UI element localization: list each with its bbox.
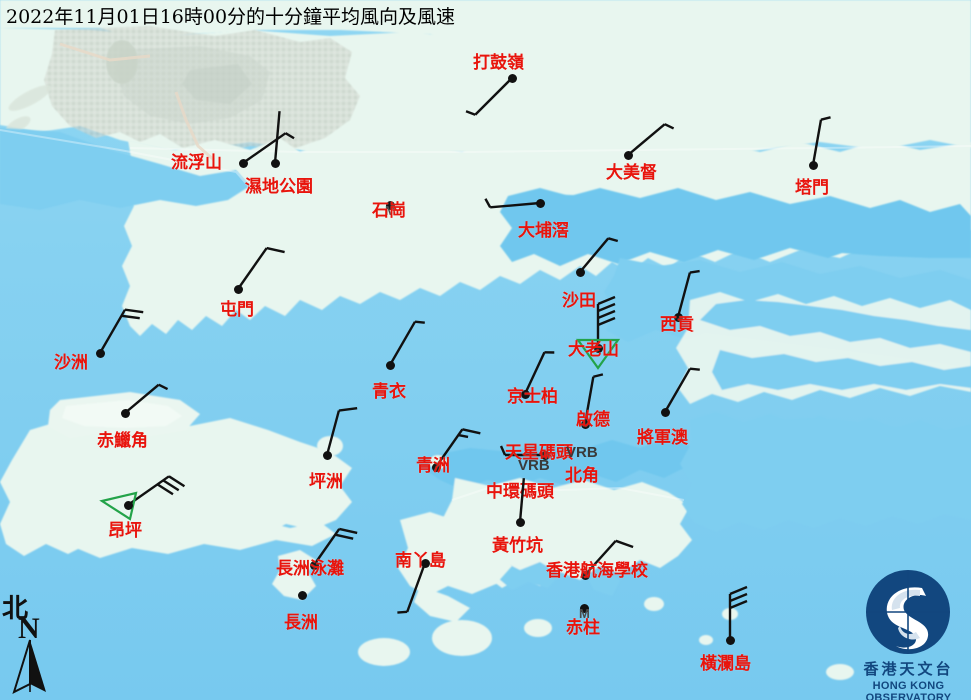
wind-barb-icon [584,539,634,576]
station-dot [238,158,248,168]
station-dot [593,343,603,353]
station-label: 坪洲 [309,472,343,492]
station-label: 青洲 [416,456,450,476]
station-label: 沙田 [562,291,596,311]
station-dot [123,500,133,510]
station-label: 香港航海學校 [546,561,648,581]
wind-barb-icon [273,111,281,164]
wind-barb-icon [579,237,619,273]
wind-barb-icon [663,367,700,413]
station-dot [575,267,585,277]
station-label: 青衣 [372,382,406,402]
wind-barb-icon [676,269,700,318]
station-label: 將軍澳 [637,428,688,448]
station-dot [725,635,735,645]
station-dot [540,450,550,460]
wind-barb-icon [523,351,555,395]
variable-wind-label: VRB [518,457,550,474]
compass-label-cn: 北 [2,594,29,624]
compass-label-en: N [18,612,40,645]
station-label: 石崗 [372,201,406,221]
wind-barb-icon [325,407,358,456]
station-label: 長洲 [284,613,318,633]
station-dot [385,360,395,370]
station-label: 大美督 [606,163,657,183]
wind-barb-icon [728,585,748,640]
station-label: 昂坪 [108,521,142,541]
station-dot [322,450,332,460]
station-label: 京士柏 [507,387,558,407]
wind-barb-icon [811,116,831,166]
variable-wind-label: VRB [566,444,598,461]
station-dot [808,160,818,170]
station-dot [95,348,105,358]
strong-wind-alert-triangle-icon [99,491,138,521]
station-dot [580,419,590,429]
station-dot [270,158,280,168]
station-label: 天星碼頭 [505,443,573,463]
station-label: 赤柱 [566,618,600,638]
station-label: 大老山 [568,340,619,360]
station-label: 長洲泳灘 [276,559,344,579]
hko-emblem-icon [866,570,950,654]
wind-barb-icon [242,132,295,164]
wind-barb-icon [313,527,358,566]
station-dot [515,517,525,527]
station-label: 中環碼頭 [486,482,554,502]
wind-barb-icon [98,308,144,354]
wind-barb-icon [465,77,513,116]
wind-barb-icon [388,320,425,366]
station-label: 大埔滘 [518,221,569,241]
station-label: 塔門 [795,178,829,198]
logo-text-en: HONG KONG OBSERVATORY [865,680,952,700]
station-label: 橫瀾島 [700,654,751,674]
station-label: 北角 [565,466,599,486]
logo-text-cn: 香港天文台 [863,660,954,678]
wind-barb-icon [435,428,481,468]
station-dot [623,150,633,160]
station-dot [520,389,530,399]
station-label: 屯門 [220,300,254,320]
wind-barb-icon [397,562,427,614]
station-dot [309,560,319,570]
station-label: 流浮山 [171,153,222,173]
wind-barb-icon [124,383,169,414]
station-label: 濕地公園 [245,177,313,197]
station-dot [297,590,307,600]
station-dot [660,407,670,417]
wind-barb-icon [237,246,285,290]
wind-barb-icon [583,373,604,425]
station-dot [431,462,441,472]
missing-data-marker: M [579,606,590,621]
strong-wind-alert-triangle-icon [575,338,621,370]
station-dot [385,200,395,210]
station-dot [420,558,430,568]
station-label: 黃竹坑 [492,536,543,556]
compass-needle-icon [12,639,46,694]
station-dot [673,312,683,322]
wind-barb-icon [499,445,545,457]
station-label: 西貢 [660,315,694,335]
station-dot [233,284,243,294]
station-dot [579,603,589,613]
station-label: 南丫島 [395,551,446,571]
wind-barb-icon [484,198,541,209]
compass-rose: 北 N [2,588,82,700]
station-label: 赤鱲角 [97,431,148,451]
wind-barb-icon [518,478,526,523]
station-dot [120,408,130,418]
station-dot [580,570,590,580]
station-label: 啟德 [576,410,610,430]
missing-data-marker: M [385,203,396,218]
station-label: 沙洲 [54,353,88,373]
station-dot [507,73,517,83]
station-label: 打鼓嶺 [473,53,524,73]
wind-barb-icon [627,123,675,156]
hko-logo: 香港天文台 HONG KONG OBSERVATORY [846,566,971,700]
station-dot [535,198,545,208]
